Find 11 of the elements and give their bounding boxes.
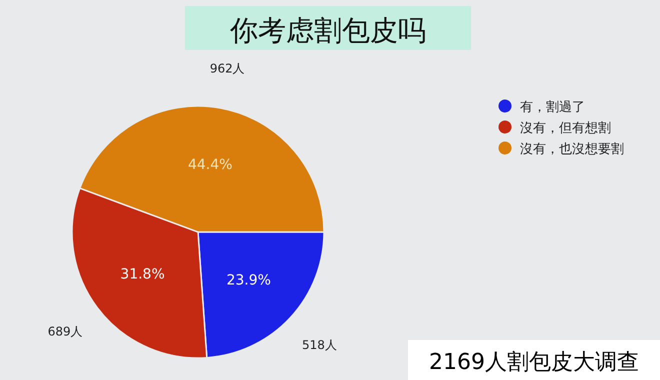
text: 31.8% bbox=[120, 266, 165, 283]
chart-title: 你考虑割包皮吗 bbox=[229, 14, 426, 47]
data-label: 689人 bbox=[48, 324, 83, 339]
text: 23.9% bbox=[226, 272, 271, 288]
data-label: 962人 bbox=[210, 62, 245, 76]
legend-label: 沒有，但有想割 bbox=[520, 121, 611, 136]
text: 44.4% bbox=[188, 156, 232, 173]
data-label: 518人 bbox=[302, 338, 337, 352]
legend-label: 有，割過了 bbox=[520, 100, 585, 115]
legend-label: 沒有，也沒想要割 bbox=[520, 142, 624, 157]
text: 2169人割包皮大调查 bbox=[429, 350, 639, 375]
